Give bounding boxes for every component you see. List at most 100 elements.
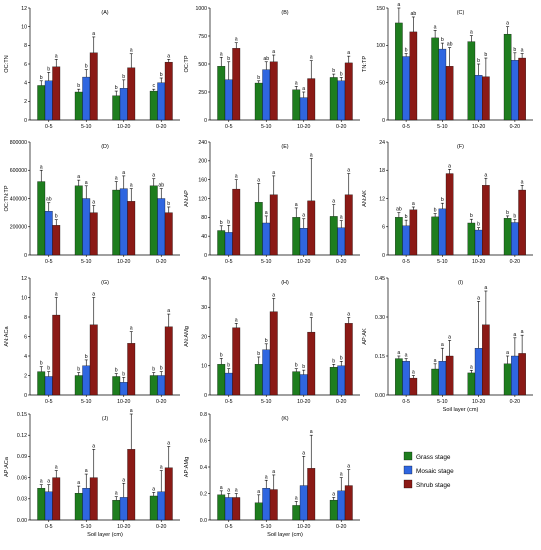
significance-letter: a <box>265 474 268 480</box>
significance-letter: b <box>340 355 343 361</box>
bar <box>224 232 233 256</box>
significance-letter: a <box>448 163 451 169</box>
y-tick-label: 0.06 <box>17 475 27 481</box>
significance-letter: a <box>310 311 313 317</box>
x-tick-label: 10-20 <box>297 259 310 265</box>
significance-letter: b <box>47 366 50 372</box>
bar <box>269 61 278 121</box>
chart-panel: 024681012AN:ACa(G)0-5bba5-10bba10-20bba0… <box>4 276 180 405</box>
significance-letter: a <box>235 317 238 323</box>
y-tick-label: 10 <box>201 364 207 370</box>
significance-letter: a <box>310 429 313 435</box>
chart-panel: 0.00.20.40.60.8AP:AMg(K)0-5a a a5-10aaa10-… <box>184 412 360 538</box>
bar <box>307 78 316 121</box>
y-tick-label: 6 <box>24 334 27 340</box>
bar <box>467 41 476 121</box>
chart-panel: 024681012OC:TN(A)0-5bba5-10bba10-20bba0-… <box>4 6 180 130</box>
panel-label: (A) <box>101 10 108 16</box>
bar <box>82 198 91 256</box>
bar <box>164 212 173 256</box>
y-tick-label: 4 <box>24 354 27 360</box>
legend: Grass stage Mosaic stage Shrub stage <box>403 451 454 489</box>
bar <box>402 56 410 121</box>
y-axis-label: OC:TN:TP <box>4 185 10 211</box>
significance-letter: a <box>92 200 95 206</box>
y-tick-label: 250 <box>198 90 207 96</box>
bar <box>307 200 316 256</box>
significance-letter: b <box>477 58 480 64</box>
bar <box>467 372 476 396</box>
bar <box>474 229 483 256</box>
bar <box>344 194 353 256</box>
panel-label: (D) <box>101 144 109 150</box>
y-tick-label: 0 <box>24 253 27 259</box>
y-tick-label: 500 <box>198 62 207 68</box>
bar <box>329 367 338 396</box>
significance-letter: a <box>412 370 415 376</box>
legend-swatch <box>403 451 413 461</box>
bar <box>395 22 403 121</box>
bar <box>254 364 263 396</box>
x-tick-label: 10-20 <box>472 259 485 265</box>
y-axis-label: TN:TP <box>362 56 368 72</box>
significance-letter: a <box>130 183 133 189</box>
significance-letter: a <box>521 179 524 185</box>
significance-letter: b <box>513 47 516 53</box>
bar <box>292 371 301 396</box>
bar <box>474 75 483 121</box>
significance-letter: a <box>332 491 335 497</box>
bar <box>89 52 98 121</box>
significance-letter: b <box>167 201 170 207</box>
bar <box>445 355 454 396</box>
significance-letter: b <box>477 222 480 228</box>
bar <box>52 477 61 521</box>
y-axis-label: OC:TP <box>184 55 190 72</box>
significance-letter: a <box>272 292 275 298</box>
y-tick-label: 2 <box>24 99 27 105</box>
significance-letter: b <box>40 361 43 367</box>
x-tick-label: 0-20 <box>510 124 520 130</box>
bar <box>511 222 519 256</box>
bar <box>44 491 53 521</box>
significance-letter: a <box>272 170 275 176</box>
bar <box>224 79 233 121</box>
significance-letter: a <box>122 170 125 176</box>
significance-letter: a <box>47 479 50 485</box>
bar <box>431 368 439 396</box>
x-tick-label: 0-5 <box>45 124 53 130</box>
x-tick-label: 5-10 <box>261 524 271 530</box>
significance-letter: b <box>265 338 268 344</box>
significance-letter: ab <box>46 197 52 203</box>
significance-letter: ab <box>410 11 416 17</box>
panel-label: (B) <box>281 10 288 16</box>
x-tick-label: 5-10 <box>81 124 91 130</box>
significance-letter: a <box>405 353 408 359</box>
y-tick-label: 0.00 <box>375 393 385 399</box>
bar <box>344 485 353 521</box>
legend-swatch <box>403 479 413 489</box>
y-tick-label: 120 <box>198 196 207 202</box>
significance-letter: b <box>302 364 305 370</box>
significance-letter: ab <box>263 56 269 62</box>
y-tick-label: 2 <box>24 373 27 379</box>
significance-letter: b <box>40 75 43 81</box>
bar <box>445 173 454 256</box>
bar <box>262 222 271 256</box>
y-tick-label: 12 <box>21 276 27 282</box>
panel-label: (E) <box>281 144 288 150</box>
significance-letter: a <box>347 311 350 317</box>
bar <box>217 364 226 396</box>
bar <box>157 82 166 121</box>
bar <box>395 217 403 256</box>
x-tick-label: 0-5 <box>45 259 53 265</box>
significance-letter: b <box>470 213 473 219</box>
bar <box>37 488 46 521</box>
bar <box>307 331 316 396</box>
bar <box>164 61 173 121</box>
x-tick-label: 5-10 <box>437 124 447 130</box>
significance-letter: b <box>122 74 125 80</box>
bar <box>149 90 158 121</box>
significance-letter: a <box>55 465 58 471</box>
bar <box>518 57 526 121</box>
